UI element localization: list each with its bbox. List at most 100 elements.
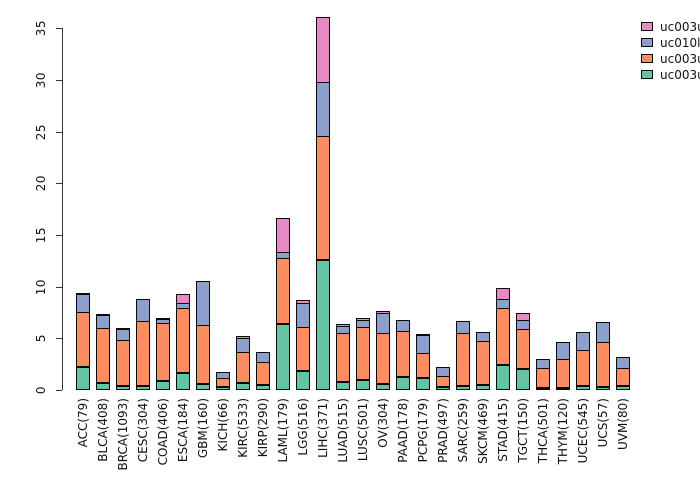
bar-segment-uc003uvv xyxy=(396,376,410,390)
x-label-cell: KIRP(290) xyxy=(256,398,270,457)
bar-segment-uc003uvu xyxy=(396,330,410,377)
bar-segment-uc003uvu xyxy=(536,367,550,388)
legend-swatch-icon xyxy=(641,54,653,63)
bar-segment-uc003uvv xyxy=(496,364,510,390)
bar-segment-uc010lhc xyxy=(236,337,250,353)
bar-segment-uc003uvu xyxy=(596,341,610,387)
bar-segment-uc003uvu xyxy=(216,377,230,387)
bar-segment-uc003uvv xyxy=(276,323,290,390)
bar-segment-uc003uvv xyxy=(596,386,610,390)
x-label-cell: UVM(80) xyxy=(616,398,630,450)
x-axis-label: STAD(415) xyxy=(496,398,510,462)
x-label-cell: LUAD(515) xyxy=(336,398,350,463)
x-axis-label: BRCA(1093) xyxy=(116,398,130,471)
bar-segment-uc003uvv xyxy=(216,386,230,390)
y-tick-mark xyxy=(56,338,62,340)
x-label-cell: TGCT(150) xyxy=(516,398,530,463)
bar-segment-uc003uvu xyxy=(336,332,350,382)
y-tick-mark xyxy=(56,28,62,30)
bar-segment-uc003uvv xyxy=(356,379,370,390)
bar-segment-uc010lhc xyxy=(296,302,310,328)
x-axis-label: OV(304) xyxy=(376,398,390,448)
x-label-cell: THYM(120) xyxy=(556,398,570,464)
bar-segment-uc003uvu xyxy=(436,375,450,387)
legend-item-uc010lhc: uc010lhc xyxy=(641,35,700,50)
x-axis-label: LUAD(515) xyxy=(336,398,350,463)
x-label-cell: BLCA(408) xyxy=(96,398,110,462)
bar-segment-uc010lhc xyxy=(376,312,390,334)
bar-coad xyxy=(156,317,170,390)
y-tick-label: 5 xyxy=(34,334,48,343)
x-label-cell: UCS(57) xyxy=(596,398,610,447)
x-label-cell: GBM(160) xyxy=(196,398,210,458)
bar-segment-uc003uvu xyxy=(196,324,210,384)
bar-skcm xyxy=(476,331,490,390)
y-axis-line xyxy=(62,28,63,390)
bar-segment-uc003uvu xyxy=(616,367,630,386)
x-axis-label: KIRP(290) xyxy=(256,398,270,458)
y-tick-label: 10 xyxy=(34,278,48,295)
bar-segment-uc003uvv xyxy=(616,385,630,390)
bar-segment-uc003uvu xyxy=(96,327,110,383)
x-axis-label: GBM(160) xyxy=(196,398,210,459)
bar-segment-uc003uvw xyxy=(276,217,290,253)
bar-segment-uc003uvv xyxy=(516,368,530,390)
bar-prad xyxy=(436,366,450,390)
bar-lgg xyxy=(296,299,310,390)
x-label-cell: KICH(66) xyxy=(216,398,230,451)
x-label-cell: LAML(179) xyxy=(276,398,290,462)
x-label-cell: LUSC(501) xyxy=(356,398,370,461)
legend-item-uc003uvv: uc003uvv xyxy=(641,67,700,82)
bar-pcpg xyxy=(416,333,430,390)
x-label-cell: LIHC(371) xyxy=(316,398,330,458)
bar-segment-uc003uvw xyxy=(316,16,330,83)
bar-brca xyxy=(116,327,130,390)
bar-segment-uc003uvv xyxy=(536,387,550,390)
x-label-cell: COAD(406) xyxy=(156,398,170,465)
x-axis-labels: ACC(79) BLCA(408) BRCA(1093) CESC(304) COAD(… xyxy=(76,398,630,470)
x-axis-label: UCS(57) xyxy=(596,398,610,448)
legend-item-uc003uvw: uc003uvw xyxy=(641,19,700,34)
bar-thym xyxy=(556,341,570,390)
bar-segment-uc003uvv xyxy=(416,377,430,390)
y-tick-mark xyxy=(56,183,62,185)
x-label-cell: THCA(501) xyxy=(536,398,550,463)
bar-thca xyxy=(536,358,550,390)
x-label-cell: PCPG(179) xyxy=(416,398,430,462)
x-axis-label: PCPG(179) xyxy=(416,398,430,463)
bar-gbm xyxy=(196,280,210,390)
x-axis-label: PRAD(497) xyxy=(436,398,450,463)
x-label-cell: PRAD(497) xyxy=(436,398,450,463)
x-label-cell: STAD(415) xyxy=(496,398,510,462)
bar-lihc xyxy=(316,16,330,390)
bar-segment-uc003uvv xyxy=(156,380,170,390)
bar-segment-uc010lhc xyxy=(576,331,590,351)
legend-label: uc003uvw xyxy=(660,19,700,34)
bar-ov xyxy=(376,310,390,390)
legend: uc003uvwuc010lhcuc003uvuuc003uvv xyxy=(641,19,700,82)
x-axis-label: CESC(304) xyxy=(136,398,150,463)
legend-swatch-icon xyxy=(641,38,653,47)
x-label-cell: BRCA(1093) xyxy=(116,398,130,470)
bar-segment-uc010lhc xyxy=(596,321,610,343)
x-axis-label: TGCT(150) xyxy=(516,398,530,463)
bar-segment-uc010lhc xyxy=(416,334,430,354)
bar-paad xyxy=(396,319,410,390)
bar-segment-uc003uvu xyxy=(496,307,510,365)
x-axis-label: THYM(120) xyxy=(556,398,570,465)
bar-ucec xyxy=(576,331,590,390)
bar-segment-uc010lhc xyxy=(96,314,110,329)
bar-segment-uc003uvv xyxy=(196,383,210,390)
x-axis-label: PAAD(178) xyxy=(396,398,410,463)
x-axis-label: ACC(79) xyxy=(76,398,90,448)
x-axis-label: LIHC(371) xyxy=(316,398,330,458)
bar-segment-uc010lhc xyxy=(556,341,570,360)
bar-segment-uc003uvu xyxy=(456,332,470,386)
y-tick-mark xyxy=(56,80,62,82)
bar-segment-uc003uvv xyxy=(576,385,590,390)
bar-acc xyxy=(76,292,90,390)
x-label-cell: PAAD(178) xyxy=(396,398,410,463)
bar-segment-uc003uvv xyxy=(316,259,330,390)
bar-lusc xyxy=(356,317,370,390)
bar-segment-uc003uvu xyxy=(276,257,290,324)
